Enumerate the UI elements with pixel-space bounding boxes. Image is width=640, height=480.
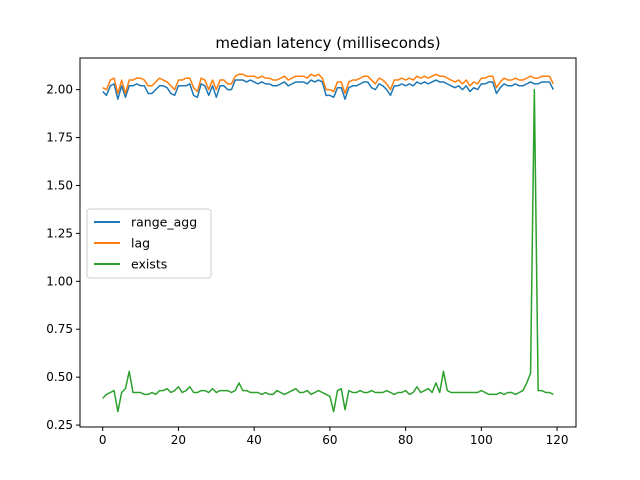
series-line-lag bbox=[102, 73, 554, 95]
series-line-range-agg bbox=[102, 79, 554, 100]
plot-area-frame bbox=[79, 57, 577, 428]
chart-title: median latency (milliseconds) bbox=[215, 34, 440, 52]
y-tick-label: 1.75 bbox=[46, 131, 73, 145]
y-tick-label: 1.25 bbox=[46, 226, 73, 240]
x-tick-label: 80 bbox=[398, 433, 413, 447]
legend-label: range_agg bbox=[131, 215, 197, 230]
y-axis: 0.25 0.50 0.75 1.00 1.25 1.50 1.75 2.00 bbox=[46, 83, 80, 432]
series-line-exists bbox=[102, 88, 554, 413]
x-tick-label: 100 bbox=[470, 433, 493, 447]
y-tick-label: 0.75 bbox=[46, 322, 73, 336]
x-tick-label: 20 bbox=[171, 433, 186, 447]
legend-label: exists bbox=[131, 257, 167, 272]
x-tick-label: 40 bbox=[247, 433, 262, 447]
legend-box bbox=[86, 208, 212, 279]
series-lines bbox=[102, 73, 554, 413]
x-axis: 0 20 40 60 80 100 120 bbox=[99, 427, 569, 447]
y-tick-label: 0.50 bbox=[46, 370, 73, 384]
y-tick-label: 2.00 bbox=[46, 83, 73, 97]
x-tick-label: 60 bbox=[322, 433, 337, 447]
x-tick-label: 120 bbox=[546, 433, 569, 447]
legend-label: lag bbox=[131, 236, 150, 251]
x-tick-label: 0 bbox=[99, 433, 107, 447]
y-tick-label: 1.50 bbox=[46, 178, 73, 192]
y-tick-label: 1.00 bbox=[46, 274, 73, 288]
y-tick-label: 0.25 bbox=[46, 418, 73, 432]
